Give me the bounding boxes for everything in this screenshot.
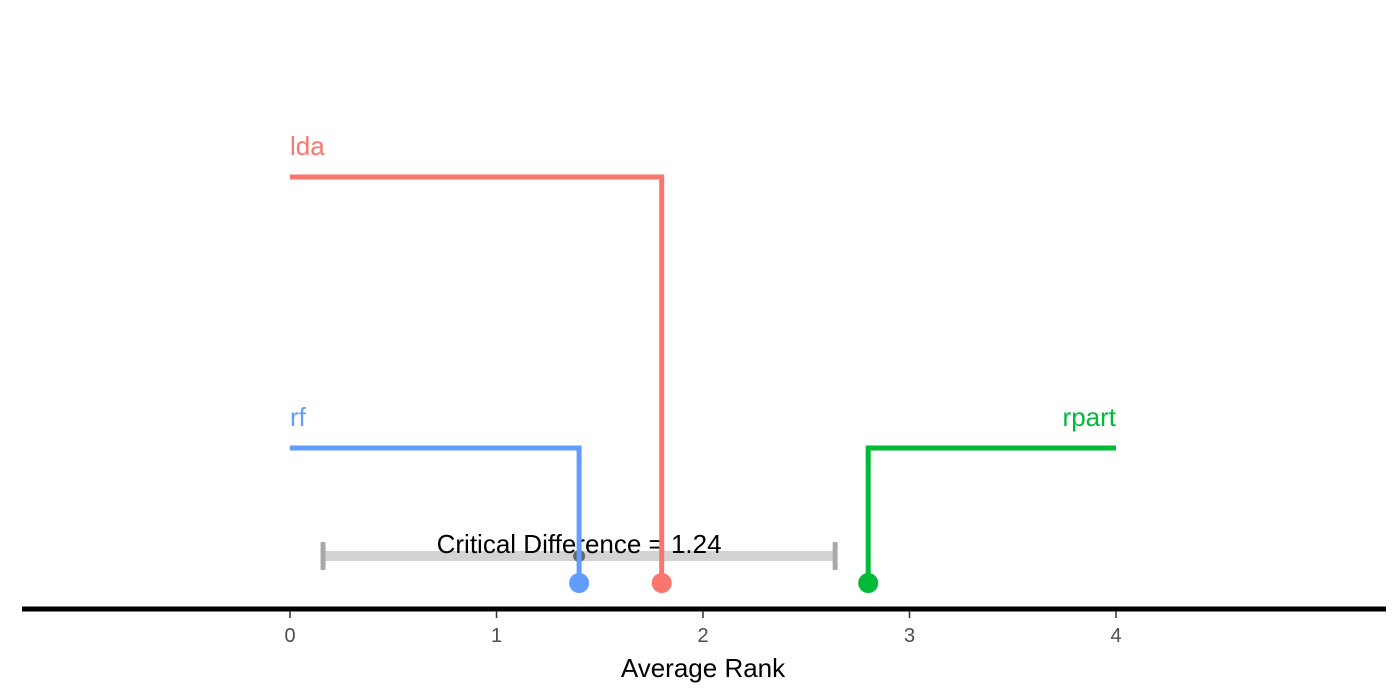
x-tick-label: 1 [491, 625, 502, 647]
x-tick-label: 0 [284, 625, 295, 647]
learner-rank-point [858, 573, 879, 593]
x-axis-ticks: 0 1 2 3 4 [284, 611, 1122, 647]
learners-group: rf lda rpart [290, 131, 1117, 593]
x-axis-title: Average Rank [621, 653, 786, 683]
learner-connector [290, 445, 582, 583]
learner-label: rf [290, 402, 307, 432]
learner-label: lda [290, 131, 325, 161]
learner-rf: rf [290, 402, 590, 593]
x-axis: 0 1 2 3 4 Average Rank [22, 606, 1386, 683]
x-tick-label: 4 [1110, 625, 1121, 647]
x-tick-label: 2 [697, 625, 708, 647]
learner-rank-point [569, 573, 590, 593]
learner-connector [290, 174, 665, 583]
learner-connector [865, 445, 1116, 583]
x-tick-label: 3 [904, 625, 915, 647]
learner-rpart: rpart [858, 402, 1117, 593]
learner-rank-point [651, 573, 672, 593]
learner-label: rpart [1063, 402, 1117, 432]
learner-lda: lda [290, 131, 672, 593]
